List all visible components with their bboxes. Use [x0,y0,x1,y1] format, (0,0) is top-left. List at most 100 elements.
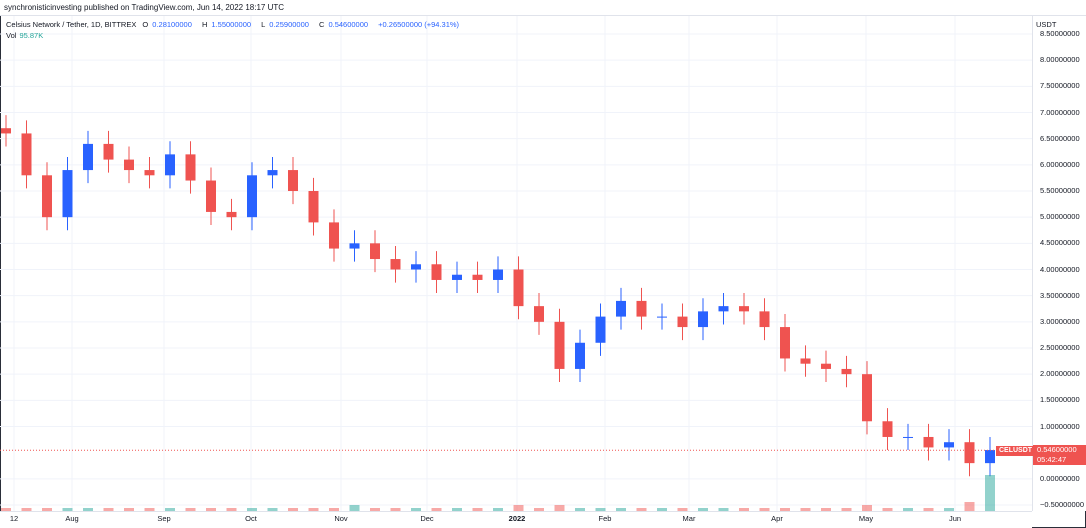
time-tick-label: Jun [948,514,962,523]
candle-body [759,311,770,328]
candle-body [862,374,872,422]
volume-bar [739,508,749,511]
candle-body [165,154,175,176]
volume-bar [247,508,257,511]
time-tick-label: 12 [9,514,19,523]
price-tick-label: 4.00000000 [1040,264,1080,274]
price-tick-label: 1.00000000 [1040,421,1080,431]
candle-body [144,170,155,176]
volume-bar [841,508,852,511]
symbol-title: Celsius Network / Tether, 1D, BITTREX [6,20,137,29]
candle-body [985,450,995,464]
price-chart[interactable] [0,16,1032,511]
volume-bar [616,508,626,511]
price-tick-label: 0.00000000 [1040,473,1080,483]
time-tick-label: Dec [420,514,434,523]
price-tick-label: 3.00000000 [1040,316,1080,326]
time-tick-label: Aug [65,514,79,523]
volume-bar [677,508,688,511]
volume-bar [657,508,667,511]
candle-body [267,170,278,176]
candle-body [103,143,114,160]
volume-bar [595,508,606,511]
candle-body [206,180,216,212]
price-unit: USDT [1036,20,1057,29]
volume-bar [698,508,708,511]
volume-bar [534,508,544,511]
time-axis[interactable] [0,511,1032,528]
time-tick-label: Oct [245,514,257,523]
price-tick-label: 5.50000000 [1040,186,1080,195]
volume-bar [267,508,278,511]
open-value: O 0.28100000 [142,20,192,29]
candle-body [288,170,298,191]
candle-body [124,159,134,171]
time-tick-label: May [858,514,874,523]
candle-body [42,175,52,218]
countdown-timer: 05:42:47 [1037,455,1067,464]
volume-bar [226,508,237,511]
time-tick-label: 2022 [508,514,526,523]
candle-body [226,211,237,218]
volume-bar [964,502,975,511]
price-tick-label: 2.50000000 [1040,343,1080,352]
volume-bar [185,508,196,511]
price-tick-label: 3.50000000 [1040,290,1080,300]
price-tick-label: 1.50000000 [1040,395,1080,405]
volume-bar [513,505,524,511]
volume-bar [472,508,483,511]
volume-legend: Vol 95.87K [6,31,43,40]
time-tick-label: Nov [334,514,348,523]
candle-body [21,133,32,176]
candle-body [452,274,462,280]
price-tick-label: 8.50000000 [1040,29,1080,38]
symbol-price-tag: CELUSDT [996,446,1036,456]
volume-bar [575,508,585,511]
candle-body [944,442,954,448]
volume-bar [882,508,893,511]
candle-body [370,243,380,260]
candle-body [800,358,811,364]
volume-bar [349,505,360,511]
volume-bar [165,508,175,511]
volume-bar [431,508,442,511]
candle-body [308,191,319,223]
volume-bar [411,508,421,511]
candle-body [431,264,442,280]
volume-bar [370,508,380,511]
candle-body [390,259,401,270]
candle-body [595,316,606,343]
candle-body [247,175,257,218]
volume-bar [800,508,811,511]
volume-bar [62,508,73,511]
price-tick-label: −0.50000000 [1040,500,1085,509]
candle-body [821,363,831,369]
candle-body [718,306,729,312]
candle-body [636,300,647,317]
candle-body [575,342,585,369]
low-value: L 0.25900000 [261,20,309,29]
high-value: H 1.55000000 [201,20,252,29]
candle-body [534,306,544,322]
volume-bar [308,508,319,511]
candle-body [964,442,975,464]
candle-body [1,128,11,134]
change-value: +0.26500000 (+94.31%) [378,20,460,29]
volume-bar [1,508,11,511]
candle-body [411,264,421,270]
price-axis[interactable] [1032,16,1086,511]
price-tick-label: 2.00000000 [1040,369,1080,379]
volume-bar [636,508,647,511]
time-tick-label: Sep [157,514,171,523]
candle-body [677,316,688,328]
candle-body [83,143,93,171]
candle-body [739,306,749,312]
candle-body [698,311,708,328]
candle-body [841,368,852,375]
price-tick-label: 6.00000000 [1040,159,1080,169]
volume-bar [554,505,565,511]
last-price-value: 0.54600000 [1037,445,1077,454]
price-tick-label: 6.50000000 [1040,133,1080,143]
